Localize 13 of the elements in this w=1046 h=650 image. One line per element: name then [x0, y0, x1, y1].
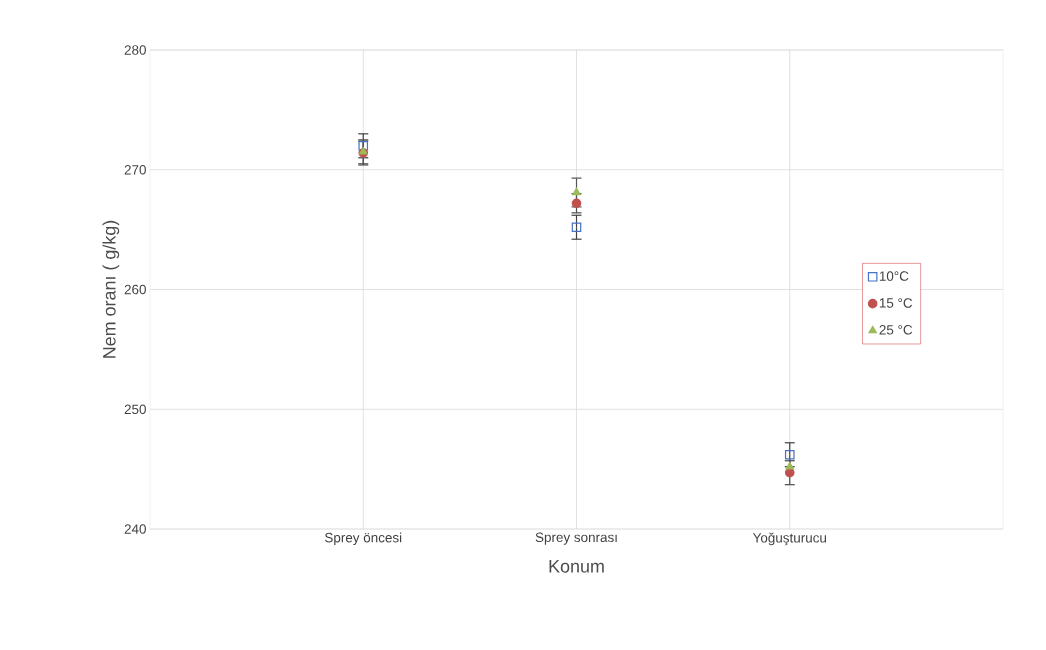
y-tick-label: 240: [124, 524, 146, 534]
legend-label: 15 °C: [879, 298, 913, 308]
y-tick-label: 250: [124, 404, 146, 414]
x-tick-label: Sprey öncesi: [324, 532, 402, 546]
x-tick-label: Sprey sonrası: [535, 532, 617, 545]
y-tick-label: 280: [124, 45, 146, 55]
x-tick-label: Yoğuşturucu: [752, 532, 827, 546]
legend-label: 25 °C: [879, 325, 913, 335]
y-tick-label: 270: [124, 164, 146, 175]
y-axis-title: Nem oranı ( g/kg): [102, 220, 120, 358]
legend-label: 10°C: [879, 271, 909, 281]
y-tick-label: 260: [124, 284, 146, 295]
x-axis-title: Konum: [549, 560, 604, 573]
